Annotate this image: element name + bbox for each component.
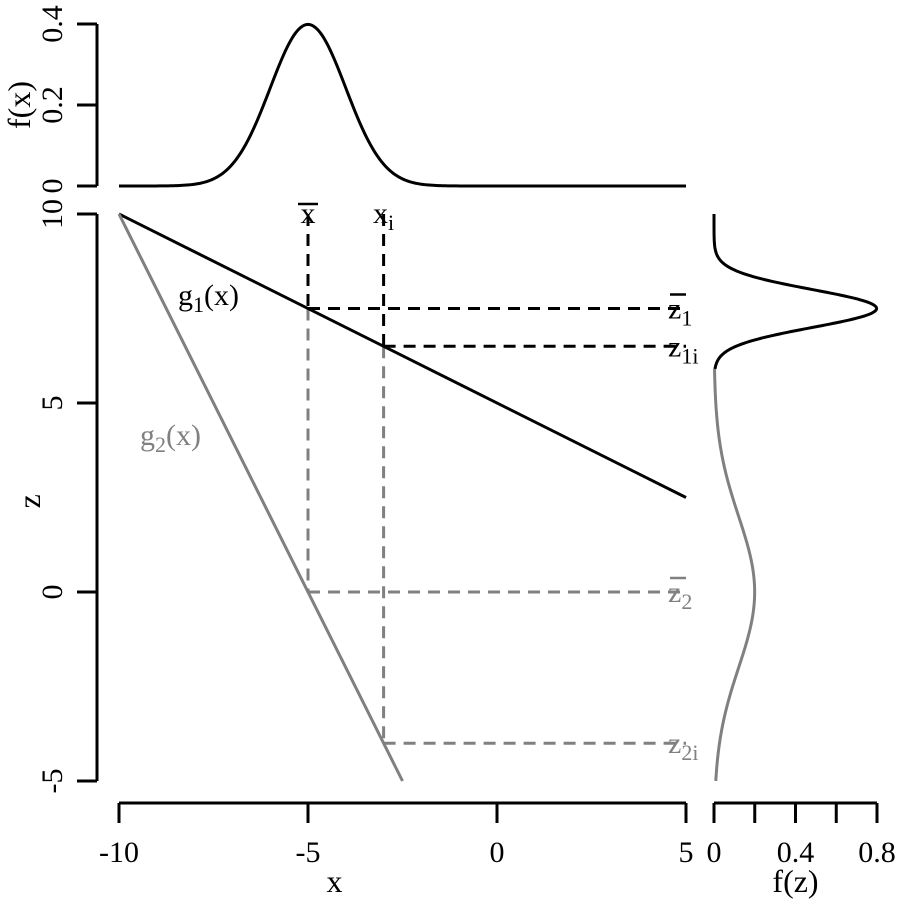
right-density-panel: 0 0.4 0.8 f(z) [707, 214, 896, 899]
z-tick-label-2: 5 [36, 396, 69, 411]
x-marker-label-1: xi [373, 197, 394, 235]
series-label-1: g1(x) [178, 279, 239, 317]
x-tick-label-2: 0 [490, 836, 505, 869]
x-axis-label: x [326, 863, 342, 899]
series-line-2 [117, 213, 404, 782]
z-marker-label-3-main: z [668, 727, 681, 760]
right-x-tick-label-4: 0.8 [858, 836, 896, 869]
x-marker-label-0: x [301, 197, 316, 230]
z-marker-label-1-main: z [668, 330, 681, 363]
z-marker-label-2-sub: 2 [681, 589, 692, 614]
z-marker-label-3-sub: 2i [681, 740, 698, 765]
z-marker-label-3: z2i [668, 727, 698, 765]
series-label-1-sub: 1 [193, 292, 204, 317]
x-marker-label-1-main: x [373, 197, 388, 230]
top-density-curve [119, 22, 686, 188]
series-lines [117, 212, 687, 782]
series-label-2-main: g [140, 419, 155, 452]
top-y-tick-label-1: 0.2 [36, 86, 69, 124]
x-tick-label-3: 5 [679, 836, 694, 869]
z-marker-label-1: z1i [668, 330, 698, 368]
right-x-tick-label-0: 0 [707, 836, 722, 869]
z-marker-label-2-main: z [668, 576, 681, 609]
z-marker-label-2: z2 [668, 576, 692, 614]
z-tick-label-3: 10 [36, 199, 69, 229]
top-density-panel: 0 0.2 0.4 f(x) [1, 5, 686, 194]
z-marker-label-0-main: z [668, 293, 681, 326]
series-label-2: g2(x) [140, 419, 201, 457]
series-label-1-rest: (x) [204, 279, 239, 312]
right-density-curve-2 [713, 368, 757, 782]
z-tick-label-1: 0 [36, 585, 69, 600]
x-tick-label-1: -5 [296, 836, 321, 869]
right-x-axis-label: f(z) [772, 863, 818, 899]
top-y-axis-label: f(x) [1, 81, 37, 129]
top-y-tick-label-2: 0.4 [36, 5, 69, 43]
top-y-tick-label-0: 0 [36, 179, 69, 194]
guide-lines [306, 214, 686, 745]
series-label-2-sub: 2 [155, 432, 166, 457]
series-label-2-rest: (x) [166, 419, 201, 452]
right-x-tick-label-2: 0.4 [777, 836, 815, 869]
x-marker-label-0-main: x [301, 197, 316, 230]
x-tick-label-0: -10 [99, 836, 139, 869]
z-axis-label: z [11, 494, 47, 508]
right-density-curve-1 [712, 214, 879, 370]
z-marker-label-0-sub: 1 [681, 306, 692, 331]
z-tick-label-0: -5 [36, 769, 69, 794]
series-label-1-main: g [178, 279, 193, 312]
z-marker-label-0: z1 [668, 293, 692, 331]
series-line-1 [118, 212, 687, 499]
x-marker-label-1-sub: i [388, 210, 394, 235]
z-marker-label-1-sub: 1i [681, 343, 698, 368]
